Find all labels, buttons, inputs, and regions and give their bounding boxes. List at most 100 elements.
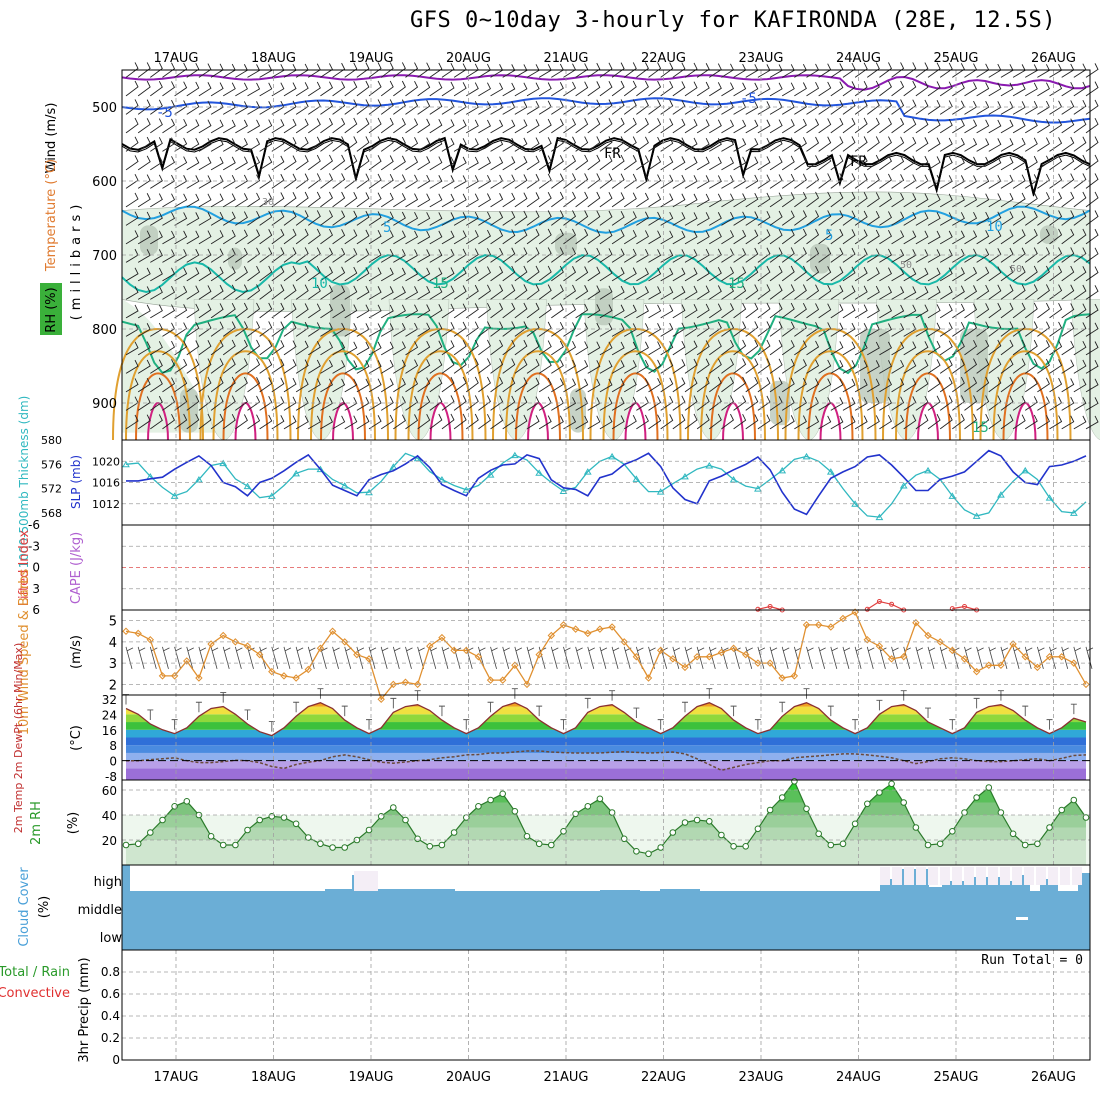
high-cloud — [1048, 867, 1058, 885]
wind-barb — [927, 395, 941, 411]
cloud-gap — [700, 865, 880, 891]
wind-barb — [818, 322, 832, 337]
wind-barb — [684, 340, 698, 356]
temp-minmax — [900, 690, 907, 701]
wind-barb — [393, 304, 406, 319]
wind-barb — [393, 396, 406, 411]
wind-barb — [247, 119, 261, 134]
wind-barb — [417, 212, 431, 226]
wind-barb — [696, 395, 710, 411]
wind-barb — [927, 304, 941, 319]
wind-barb — [696, 100, 710, 115]
wind-barb — [891, 378, 905, 393]
high-cloud — [1036, 867, 1046, 885]
rh-high-patch — [228, 247, 242, 270]
contour-label: 15 — [728, 276, 745, 292]
wind-barb — [1049, 359, 1063, 374]
wind10m-barb — [757, 646, 766, 669]
rh2m-point — [232, 841, 239, 849]
wind-barb — [830, 378, 844, 393]
thickness-marker — [729, 475, 738, 483]
wind-barb — [186, 303, 200, 319]
wind-barb — [247, 377, 261, 393]
wind-barb — [842, 173, 856, 189]
wind-barb — [745, 376, 759, 393]
wind-barb — [417, 118, 431, 134]
rh2m-point — [365, 826, 373, 834]
wind-barb — [891, 414, 905, 430]
wind-barb — [696, 248, 710, 263]
wind-barb — [939, 413, 953, 430]
wind-barb — [927, 230, 941, 245]
wind-barb — [490, 414, 504, 430]
wind-barb — [295, 378, 309, 393]
wind-barb — [295, 155, 309, 171]
wind-barb — [198, 248, 212, 263]
wind-barb — [271, 321, 285, 337]
temp-minmax — [317, 688, 324, 699]
wind-barb — [247, 174, 261, 189]
wind10m-barb — [368, 646, 377, 669]
wind-barb — [611, 396, 625, 411]
wind-barb — [332, 304, 346, 319]
wind-barb — [672, 156, 686, 171]
wind-barb — [162, 377, 176, 393]
wind-barb — [1024, 192, 1038, 208]
wind-barb — [235, 174, 248, 189]
date-label-bottom: 23AUG — [738, 1070, 783, 1085]
wind-barb — [672, 377, 686, 393]
wind-barb — [599, 80, 613, 97]
wind-barb — [1000, 229, 1014, 245]
wind-barb — [1061, 415, 1075, 430]
wind-barb — [1012, 137, 1026, 152]
wind-barb — [964, 193, 978, 208]
wind-barb — [988, 82, 1002, 97]
wind-barb — [417, 137, 431, 152]
wind-barb — [150, 62, 163, 78]
high-cloud — [880, 867, 890, 885]
wind10m-point — [596, 625, 604, 633]
wind-barb — [125, 230, 139, 245]
wind-barb — [441, 395, 455, 411]
wind-barb — [283, 396, 297, 411]
wind-barb — [866, 117, 880, 134]
wind-barb — [283, 173, 297, 189]
thickness-line — [125, 452, 1087, 518]
temp-minmax — [220, 692, 227, 703]
wind-barb — [332, 397, 346, 411]
wind-barb — [915, 118, 929, 134]
wind-barb — [453, 395, 467, 411]
wind-barb — [854, 136, 868, 152]
wind-barb — [247, 284, 261, 300]
wind-barb — [465, 395, 479, 411]
wind-barb — [405, 230, 419, 245]
wind-barb — [259, 302, 273, 319]
date-label-top: 21AUG — [543, 51, 588, 66]
wind10m-point — [766, 659, 774, 667]
wind-barb — [879, 99, 892, 115]
wind-barb — [380, 414, 394, 430]
wind-barb — [441, 303, 455, 319]
wind10m-point — [207, 640, 215, 648]
wind-barb — [794, 228, 807, 245]
wind-barb — [854, 341, 868, 356]
wind10m-barb — [332, 646, 340, 669]
wind-barb — [709, 138, 722, 152]
wind-barb — [380, 155, 394, 171]
wind-barb — [587, 415, 601, 430]
wind-barb — [672, 99, 686, 115]
wind10m-barb — [806, 646, 814, 669]
slp-tick: 1012 — [92, 498, 120, 511]
rh2m-point — [1058, 806, 1065, 814]
wind-barb — [648, 211, 662, 226]
wind-barb — [575, 81, 589, 97]
wind-barb — [380, 248, 394, 263]
wind-barb — [332, 266, 346, 282]
wind-barb — [344, 285, 358, 300]
wind-barb — [308, 154, 321, 171]
wind-barb — [538, 210, 552, 226]
wind-barb — [247, 137, 261, 152]
wind-barb — [830, 303, 844, 319]
high-cloud — [988, 867, 998, 885]
wind-barb — [429, 285, 443, 300]
